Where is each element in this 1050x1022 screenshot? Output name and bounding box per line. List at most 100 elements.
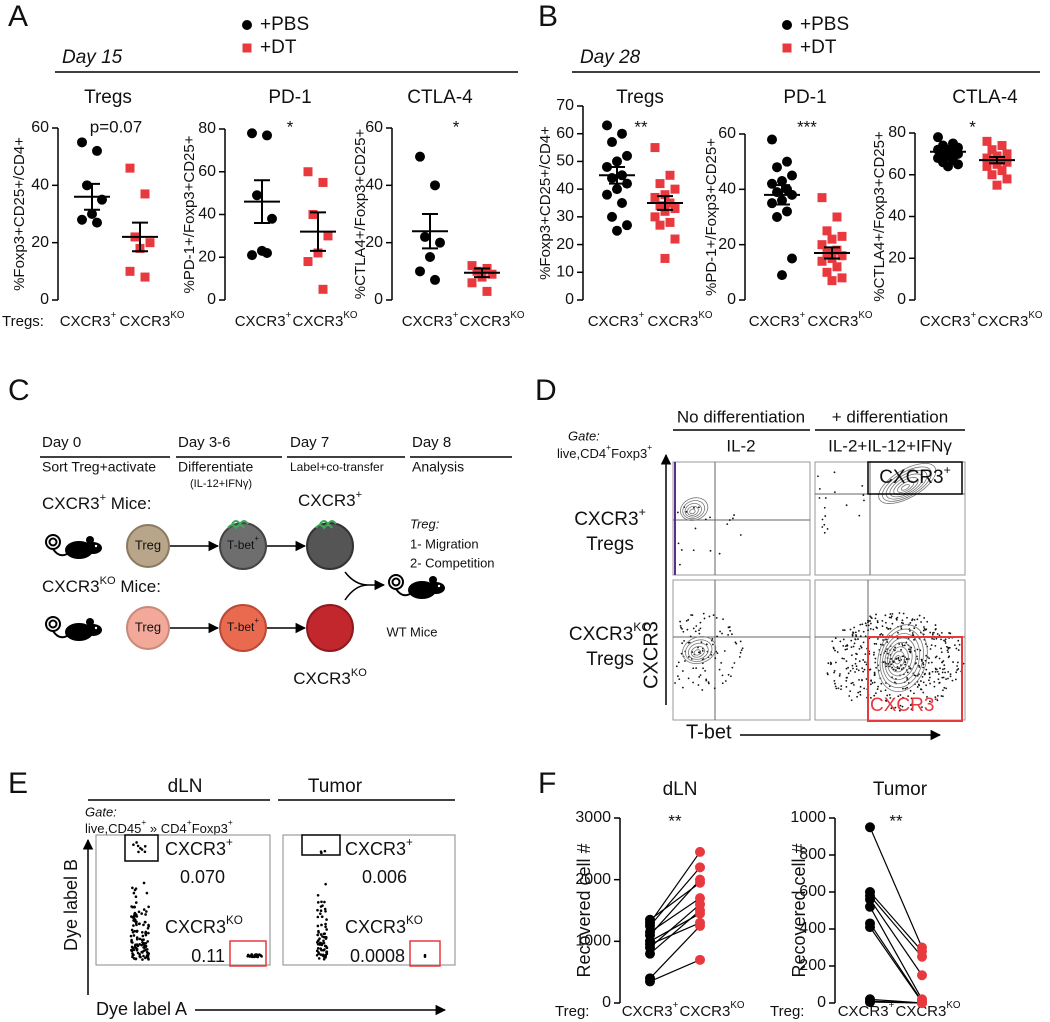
point [140,272,150,282]
event-dot [923,626,925,628]
event-dot [856,695,858,698]
event-dot [948,655,951,658]
event-dot [869,620,872,622]
point [303,167,313,177]
superscript: - [934,691,938,705]
event-dot [931,633,934,636]
event-dot [716,635,718,638]
event-dot [865,624,868,627]
event-dot [142,949,146,953]
event-dot [855,668,858,671]
event-dot [861,623,864,626]
event-dot [887,628,889,630]
event-dot [938,657,941,660]
point [77,137,87,148]
y-tick-label: 80 [198,120,216,137]
event-dot [739,534,742,536]
event-dot [322,939,325,943]
pair-line [869,923,923,1002]
superscript: KO [406,914,423,927]
sem-bar [824,246,840,260]
event-dot [922,663,925,666]
event-dot [830,662,833,665]
legend-label: +PBS [260,14,309,35]
event-dot [890,707,893,710]
event-dot [144,941,148,945]
event-dot [834,682,836,685]
event-dot [680,626,682,629]
event-dot [952,661,954,663]
flow-plot [672,579,811,721]
event-dot [146,940,149,943]
event-dot [934,645,937,647]
point [992,180,1002,190]
event-dot [916,618,919,621]
contour [682,500,706,520]
population-label: CXCR3+ [345,836,413,859]
point [607,211,617,222]
event-dot [728,519,731,521]
point [645,948,655,959]
event-dot [145,910,148,913]
y-tick-label: 40 [718,181,736,198]
point [827,234,837,244]
mice-label: CXCR3+ Mice: [42,492,151,514]
y-tick-label: 40 [31,177,49,194]
point [817,256,827,266]
event-dot [956,661,959,664]
event-dot [894,646,896,649]
event-dot [915,662,917,664]
point [430,274,440,285]
superscript: + [639,310,645,321]
event-dot [940,638,942,641]
event-dot [858,648,861,650]
event-dot [873,694,876,697]
point [247,250,257,261]
event-dot [324,882,327,886]
event-dot [854,638,857,640]
pair-line [869,1001,923,1004]
text-part: CXCR3 [808,313,859,330]
column-header: No differentiation [677,407,805,426]
event-dot [134,901,138,904]
event-dot [898,659,901,662]
point [772,212,782,222]
event-dot [907,648,910,651]
event-dot [842,644,845,647]
sem-bar [609,165,625,185]
event-dot [316,915,320,919]
event-dot [909,704,912,706]
point [145,238,155,248]
event-dot [891,613,894,615]
event-dot [719,630,721,633]
event-dot [319,941,322,945]
significance: * [287,117,294,136]
event-dot [709,516,711,519]
panel-label: B [538,0,558,33]
event-dot [695,667,698,670]
gate-box [301,834,341,856]
text-part: Foxp3 [611,446,647,461]
superscript: KO [510,310,525,321]
event-dot [315,949,319,953]
event-dot [874,692,877,695]
event-dot [859,623,862,626]
event-dot [955,671,958,674]
event-dot [891,622,894,625]
gate-title: Gate: [85,804,117,819]
point [420,231,430,242]
panel-label: C [8,374,30,407]
event-dot [926,695,928,698]
gate-box [124,834,159,862]
event-dot [847,672,850,675]
event-dot [922,681,925,684]
event-dot [693,506,695,509]
event-dot [250,953,254,957]
event-dot [948,646,951,649]
event-dot [851,664,854,667]
event-dot [678,678,681,680]
point [865,822,875,833]
event-dot [940,651,943,654]
event-dot [138,922,141,925]
event-dot [132,957,136,960]
